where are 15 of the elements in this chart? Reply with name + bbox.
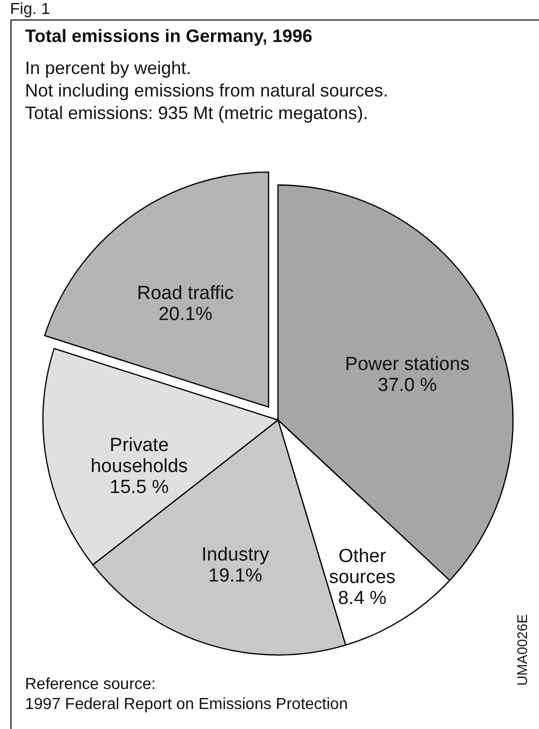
slice-label: Other sources [329,546,396,588]
data-label: 8.4 % [338,588,387,609]
slice-label: Private households [90,434,188,477]
data-label: 15.5 % [110,476,169,498]
data-label: 19.1% [208,565,262,586]
slice-label: Industry [202,544,270,566]
chart-title: Total emissions in Germany, 1996 [25,26,312,46]
text: UMA0026E [514,614,530,686]
caption: Fig. 1 [10,1,50,18]
data-label: 37.0 % [378,374,438,396]
chart-subtitle: In percent by weight. Not including emissions from natural sources. Total emissions: 935 Mt (metric megatons). [25,58,388,123]
slice-label: Power stations [345,354,470,375]
text: Reference source: 1997 Federal Report on Emissions Protection [25,676,348,713]
data-label: 20.1% [158,304,212,326]
slice-label: Road traffic [136,283,234,304]
